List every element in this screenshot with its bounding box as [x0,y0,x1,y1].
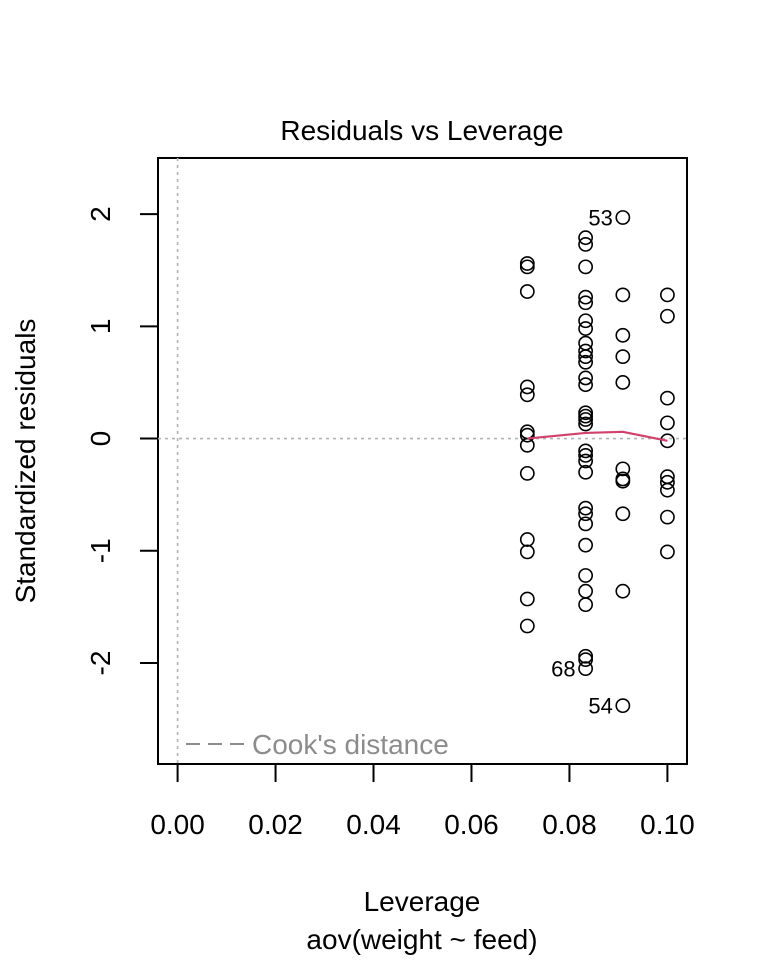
residual-point [519,284,535,299]
residual-point [615,461,631,477]
residual-point [578,447,594,463]
residual-point [615,349,631,365]
y-axis-label: Standardized residuals [10,319,41,604]
residual-point [578,500,594,516]
residual-point [519,591,535,607]
residual-point [519,618,535,634]
residual-point [578,537,594,553]
residual-point [578,648,594,664]
residual-point [578,506,594,522]
residual-point [578,405,594,421]
chart-title: Residuals vs Leverage [280,115,563,146]
residual-point [615,287,631,303]
x-axis-tick-label: 0.10 [640,809,695,840]
point-id-label: 68 [551,657,575,682]
residual-point [578,295,594,311]
y-axis-tick-label: 1 [85,319,116,335]
residual-point [578,321,594,336]
x-axis-tick-label: 0.06 [444,809,499,840]
residual-point [578,289,594,305]
residual-point [615,583,631,599]
residual-point [519,259,535,275]
residual-point [578,377,594,393]
point-id-label: 54 [588,694,612,719]
residual-point [578,237,594,252]
y-axis-tick-label: -2 [85,651,116,676]
residual-point [578,408,594,424]
x-axis-tick-label: 0.00 [150,809,205,840]
plot-layer: 0.00 0.02 0.04 0.06 0.08 0.10 -2 -1 0 1 2 68 53 54 Coo… [85,157,695,840]
residual-point [578,313,594,329]
residual-point [578,453,594,469]
smoother-line [527,430,668,442]
residual-point [578,568,594,583]
residual-point [615,698,631,714]
residual-point [578,349,594,365]
residual-point [578,661,594,677]
residual-point [660,308,675,324]
residual-point [660,474,675,490]
residual-point [660,544,675,560]
residual-point [519,465,535,481]
residual-point [578,370,594,386]
residual-point [578,443,594,459]
residual-point [578,354,594,370]
residual-point [660,390,675,406]
residual-point [519,544,535,560]
residual-point [615,210,631,225]
residual-point [578,652,594,668]
residual-point [578,343,594,359]
residual-point [660,509,675,525]
residual-point [578,597,594,613]
y-axis-tick-label: 2 [85,206,116,222]
residual-point [519,379,535,395]
residual-point [660,482,675,498]
residual-point [578,516,594,532]
residual-point [519,532,535,547]
y-axis-tick-label: 0 [85,431,116,447]
residual-point [615,473,631,489]
y-axis-tick-label: -1 [85,538,116,563]
x-axis-label: Leverage [364,886,481,917]
residual-point [660,287,675,303]
residual-point [578,259,594,275]
x-axis-tick-label: 0.08 [542,809,597,840]
cooks-distance-legend-label: Cook's distance [252,729,449,760]
plot-frame [157,157,688,765]
chart-subtitle: aov(weight ~ feed) [306,924,537,955]
residual-point [615,506,631,522]
residual-point [578,416,594,432]
residual-point [578,412,594,427]
residual-point [519,427,535,443]
residual-point [660,415,675,431]
residual-point [578,464,594,480]
x-axis-tick-label: 0.04 [346,809,401,840]
residual-point [660,433,675,449]
point-id-label: 53 [588,205,612,230]
x-axis-tick-label: 0.02 [248,809,303,840]
residual-point [615,375,631,390]
residual-point [519,387,535,403]
residual-point [519,437,535,453]
residual-point [578,230,594,246]
residual-point [615,327,631,343]
residual-point [519,256,535,271]
